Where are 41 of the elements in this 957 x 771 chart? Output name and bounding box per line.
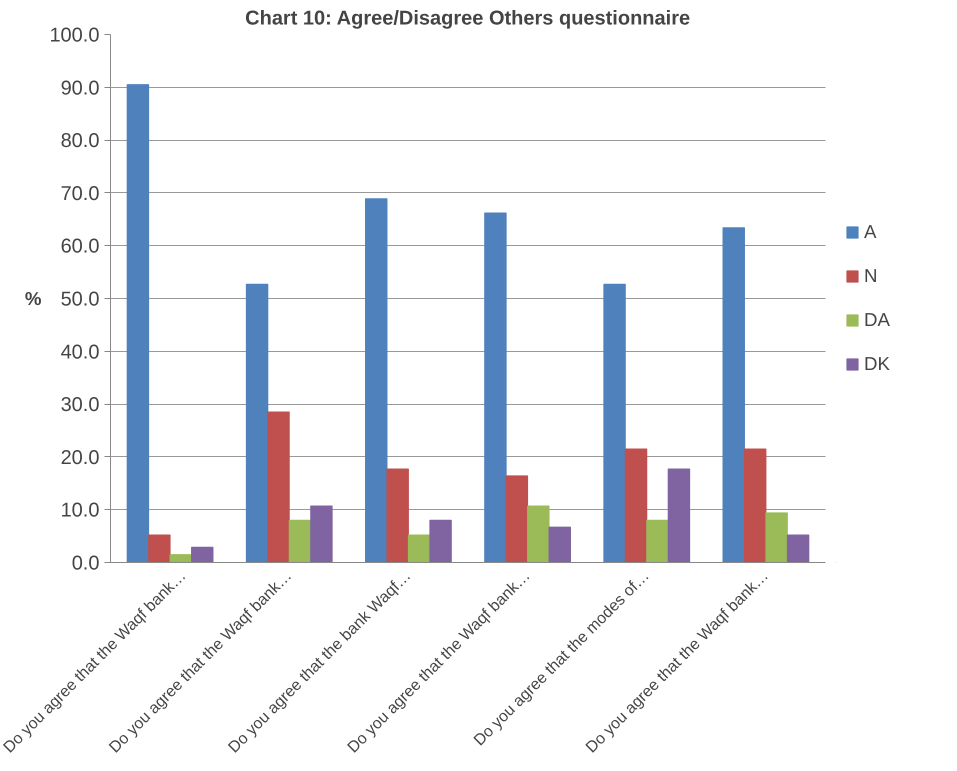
bar <box>365 198 388 562</box>
bar <box>668 468 690 562</box>
y-tick-label: 60.0 <box>60 236 100 258</box>
chart-title: Chart 10: Agree/Disagree Others questionnaire <box>245 8 690 30</box>
y-tick-label: 40.0 <box>60 341 100 364</box>
legend-label: A <box>864 221 878 243</box>
bar <box>646 520 669 562</box>
y-tick-label: 80.0 <box>60 130 100 152</box>
bar <box>386 468 409 562</box>
bar <box>170 554 192 562</box>
bar <box>786 534 810 562</box>
bar <box>126 84 150 562</box>
y-tick-label: 30.0 <box>60 394 100 416</box>
legend-label: N <box>864 265 878 287</box>
bar <box>267 412 290 562</box>
bar <box>744 448 766 562</box>
bar <box>506 475 528 562</box>
y-axis-title: % <box>24 288 42 309</box>
bar <box>148 534 171 562</box>
bar <box>624 448 648 562</box>
bar <box>527 506 550 562</box>
y-tick-label: 100.0 <box>49 24 100 46</box>
y-tick-label: 90.0 <box>60 77 100 100</box>
bar <box>484 212 507 562</box>
bar <box>765 512 788 562</box>
bar <box>603 284 626 562</box>
bar <box>548 526 571 562</box>
y-tick-label: 10.0 <box>60 500 100 522</box>
bar <box>722 227 745 562</box>
bar <box>288 520 312 562</box>
bar <box>246 284 268 562</box>
y-tick-label: 50.0 <box>60 288 100 310</box>
bar <box>191 546 214 562</box>
legend-label: DK <box>864 353 890 375</box>
y-tick-label: 70.0 <box>60 182 100 205</box>
bar <box>408 534 430 562</box>
legend-label: DA <box>864 309 890 331</box>
bar <box>310 506 333 562</box>
bar <box>429 520 452 562</box>
y-tick-label: 0.0 <box>72 552 100 574</box>
y-tick-label: 20.0 <box>60 446 100 469</box>
